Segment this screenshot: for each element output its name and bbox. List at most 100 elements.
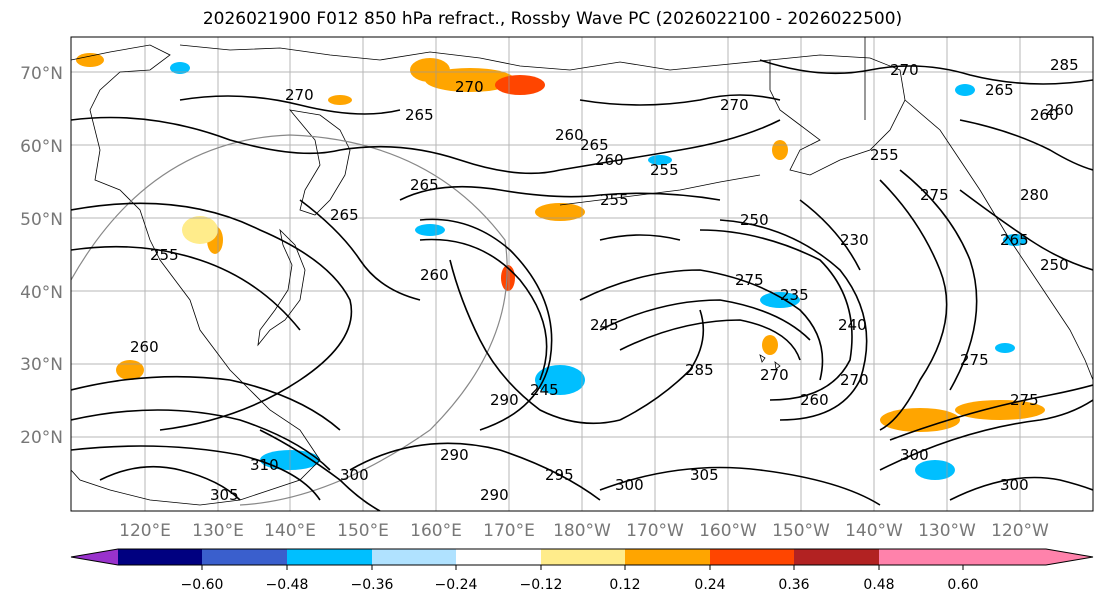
contour-label: 300 xyxy=(900,446,929,464)
contour-line xyxy=(959,119,1093,171)
coastline-kamchatka xyxy=(289,109,351,216)
map-frame xyxy=(70,36,1094,512)
anomaly-patch xyxy=(955,400,1045,420)
anomaly-patch xyxy=(76,53,104,67)
lon-label: 180°W xyxy=(553,521,611,541)
contour-line xyxy=(949,476,1093,501)
colorbar-segment xyxy=(710,549,794,565)
contour-line xyxy=(71,116,561,175)
lat-label: 20°N xyxy=(20,428,63,448)
contour-label: 230 xyxy=(840,231,869,249)
lat-label: 70°N xyxy=(20,64,63,84)
contour-line xyxy=(719,219,868,421)
lat-axis: 70°N 60°N 50°N 40°N 30°N 20°N xyxy=(20,64,63,448)
contour-label: 265 xyxy=(985,81,1014,99)
contour-line xyxy=(759,59,1093,85)
lon-label: 140°E xyxy=(264,521,316,541)
contour-line xyxy=(419,238,548,381)
colorbar-extend-high xyxy=(963,549,1093,565)
colorbar-tick-label: 0.36 xyxy=(778,577,809,593)
contour-line xyxy=(579,269,824,381)
colorbar-tick-label: −0.24 xyxy=(435,577,478,593)
colorbar-segment xyxy=(287,549,372,565)
contour-label: 275 xyxy=(920,186,949,204)
contour-label: 235 xyxy=(780,286,809,304)
colorbar-tick-labels: −0.60 −0.48 −0.36 −0.24 −0.12 0.12 0.24 … xyxy=(181,577,979,593)
colorbar-tick-label: 0.24 xyxy=(694,577,725,593)
contour-label: 250 xyxy=(1040,256,1069,274)
anomaly-patch xyxy=(495,75,545,95)
contour-line xyxy=(71,409,331,471)
colorbar: −0.60 −0.48 −0.36 −0.24 −0.12 0.12 0.24 … xyxy=(70,548,1094,593)
contour-label: 255 xyxy=(870,146,899,164)
contour-label: 270 xyxy=(285,86,314,104)
contour-line xyxy=(71,202,353,431)
figure-title: 2026021900 F012 850 hPa refract., Rossby… xyxy=(202,9,903,29)
contour-line xyxy=(619,319,801,361)
lon-label: 170°W xyxy=(626,521,684,541)
contour-label: 300 xyxy=(1000,476,1029,494)
contour-line xyxy=(71,375,341,431)
contour-label: 290 xyxy=(440,446,469,464)
contour-line xyxy=(449,259,621,425)
coastline-north-america xyxy=(904,99,1093,381)
anomaly-patch xyxy=(648,155,672,165)
anomaly-patch xyxy=(772,140,788,160)
colorbar-segment xyxy=(202,549,287,565)
graticule xyxy=(71,37,1093,511)
colorbar-tick-label: 0.60 xyxy=(947,577,978,593)
projection-circle xyxy=(71,134,508,506)
colorbar-tick-label: 0.48 xyxy=(863,577,894,593)
lon-label: 120°E xyxy=(119,521,171,541)
contour-line xyxy=(559,119,781,171)
lon-label: 130°W xyxy=(918,521,976,541)
contour-label: 260 xyxy=(555,126,584,144)
contour-line xyxy=(599,466,881,506)
contour-line xyxy=(99,465,241,501)
contour-line xyxy=(71,245,301,331)
coastline-hawaii xyxy=(759,354,781,370)
contour-label: 285 xyxy=(1050,56,1079,74)
contour-label: 265 xyxy=(330,206,359,224)
lon-label: 120°W xyxy=(991,521,1049,541)
contour-line xyxy=(399,185,721,201)
contour-label: 280 xyxy=(1020,186,1049,204)
contour-line xyxy=(179,95,401,115)
anomaly-patch xyxy=(535,365,585,395)
contour-line xyxy=(799,199,861,271)
contour-label: 255 xyxy=(650,161,679,179)
contour-label: 260 xyxy=(595,151,624,169)
colorbar-segment xyxy=(625,549,710,565)
lat-label: 30°N xyxy=(20,355,63,375)
anomaly-patch xyxy=(880,408,960,432)
contour-line xyxy=(579,94,781,106)
contour-line xyxy=(599,234,681,241)
contour-label: 285 xyxy=(685,361,714,379)
anomaly-patch xyxy=(995,343,1015,353)
lon-label: 140°W xyxy=(845,521,903,541)
contour-label: 260 xyxy=(1030,106,1059,124)
anomaly-patch xyxy=(760,292,800,308)
lon-label: 160°E xyxy=(410,521,462,541)
contour-label: 265 xyxy=(1000,231,1029,249)
anomaly-patch xyxy=(915,460,955,480)
contour-line xyxy=(299,199,421,301)
map-layer: 270 270 265 265 270 270 265 260 260 255 255 260 250 2… xyxy=(71,37,1093,511)
anomaly-patch xyxy=(955,84,975,96)
contour-label: 270 xyxy=(760,366,789,384)
anomaly-patch xyxy=(535,203,585,221)
colorbar-segment xyxy=(541,549,625,565)
contour-line xyxy=(619,309,705,421)
lon-label: 130°E xyxy=(192,521,244,541)
contour-line xyxy=(259,429,381,511)
contour-label: 300 xyxy=(340,466,369,484)
lon-label: 150°W xyxy=(772,521,830,541)
contour-label: 270 xyxy=(840,371,869,389)
coastline-alaska xyxy=(769,54,906,176)
lon-label: 150°E xyxy=(337,521,389,541)
contour-label: 255 xyxy=(150,246,179,264)
contour-label: 290 xyxy=(480,486,509,504)
contour-label: 270 xyxy=(455,78,484,96)
